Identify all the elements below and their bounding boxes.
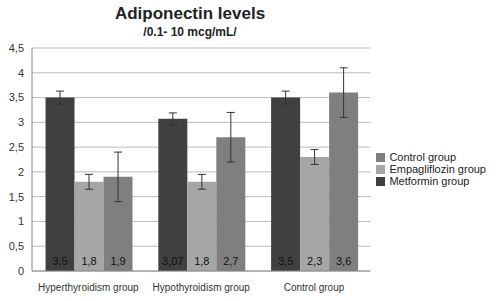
svg-text:3,5: 3,5 xyxy=(52,255,67,267)
svg-text:1,8: 1,8 xyxy=(194,255,209,267)
svg-text:1,8: 1,8 xyxy=(81,255,96,267)
svg-text:1,9: 1,9 xyxy=(110,255,125,267)
svg-text:2,3: 2,3 xyxy=(307,255,322,267)
svg-text:3,5: 3,5 xyxy=(278,255,293,267)
svg-text:4,5: 4,5 xyxy=(9,42,24,54)
svg-text:0,5: 0,5 xyxy=(9,240,24,252)
svg-text:1: 1 xyxy=(18,215,24,227)
svg-text:Control group: Control group xyxy=(284,282,345,293)
svg-text:3,6: 3,6 xyxy=(336,255,351,267)
svg-text:3,07: 3,07 xyxy=(162,255,183,267)
html-text:Control group: Control group xyxy=(389,150,456,163)
html-text:Metformin group: Metformin group xyxy=(389,174,470,187)
svg-text:3,5: 3,5 xyxy=(9,91,24,103)
svg-text:2,5: 2,5 xyxy=(9,141,24,153)
svg-text:0: 0 xyxy=(18,265,24,277)
html-text:Empagliflozin group: Empagliflozin group xyxy=(389,162,486,175)
svg-text:3: 3 xyxy=(18,116,24,128)
svg-text:4: 4 xyxy=(18,67,24,79)
svg-text:2,7: 2,7 xyxy=(223,255,238,267)
svg-text:2: 2 xyxy=(18,166,24,178)
svg-text:Hypothyroidism group: Hypothyroidism group xyxy=(153,282,251,293)
html-text:/0.1- 10 mcg/mL/: /0.1- 10 mcg/mL/ xyxy=(143,25,237,39)
html-text:Adiponectin levels: Adiponectin levels xyxy=(114,4,266,23)
svg-text:1,5: 1,5 xyxy=(9,191,24,203)
svg-text:Hyperthyroidism group: Hyperthyroidism group xyxy=(38,282,139,293)
